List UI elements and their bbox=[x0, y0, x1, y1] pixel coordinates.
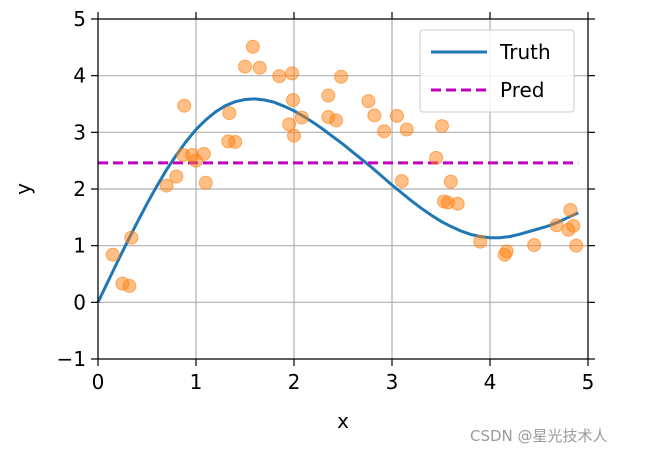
data-point bbox=[252, 60, 267, 75]
data-point bbox=[334, 69, 349, 84]
data-point bbox=[286, 93, 301, 108]
data-point bbox=[569, 238, 584, 253]
data-point bbox=[177, 98, 192, 113]
watermark: CSDN @星光技术人 bbox=[470, 427, 608, 445]
data-point bbox=[238, 59, 252, 74]
data-point bbox=[361, 94, 376, 109]
scatter-points bbox=[105, 39, 584, 293]
data-point bbox=[122, 278, 137, 293]
y-tick-label: −1 bbox=[57, 347, 86, 371]
y-tick-label: 2 bbox=[73, 177, 86, 201]
legend: Truth Pred bbox=[419, 29, 575, 113]
legend-truth-label: Truth bbox=[499, 40, 551, 64]
truth-line bbox=[96, 97, 579, 303]
y-axis-label: y bbox=[11, 183, 35, 195]
data-point bbox=[549, 218, 564, 233]
y-tick-label: 5 bbox=[73, 7, 86, 31]
data-point bbox=[566, 218, 581, 233]
data-point bbox=[159, 178, 174, 193]
data-point bbox=[377, 124, 392, 139]
data-point bbox=[287, 128, 301, 143]
legend-box bbox=[419, 29, 575, 113]
data-point bbox=[389, 108, 404, 123]
data-point bbox=[394, 174, 409, 189]
data-point bbox=[527, 238, 542, 253]
data-point bbox=[245, 39, 260, 54]
x-tick-label: 2 bbox=[288, 370, 301, 394]
data-point bbox=[499, 244, 514, 259]
data-point bbox=[563, 202, 578, 217]
data-point bbox=[367, 108, 382, 123]
x-axis-label: x bbox=[337, 409, 349, 433]
data-point bbox=[124, 230, 139, 245]
data-point bbox=[473, 234, 488, 249]
data-point bbox=[399, 122, 414, 137]
x-tick-label: 4 bbox=[484, 370, 497, 394]
data-point bbox=[443, 174, 458, 189]
data-point bbox=[434, 119, 449, 134]
y-tick-label: 4 bbox=[73, 64, 86, 88]
data-point bbox=[285, 66, 300, 81]
data-point bbox=[198, 175, 213, 190]
data-point bbox=[272, 69, 287, 84]
data-point bbox=[294, 110, 309, 125]
data-point bbox=[169, 169, 184, 184]
axis-ticks bbox=[91, 12, 595, 366]
legend-pred-label: Pred bbox=[500, 78, 545, 102]
y-tick-label: 1 bbox=[73, 234, 86, 258]
x-tick-label: 1 bbox=[190, 370, 203, 394]
data-point bbox=[196, 146, 211, 161]
y-tick-label: 3 bbox=[73, 120, 86, 144]
x-tick-label: 5 bbox=[582, 370, 595, 394]
x-tick-label: 0 bbox=[92, 370, 105, 394]
data-point bbox=[321, 88, 336, 103]
data-point bbox=[228, 134, 243, 149]
data-point bbox=[105, 247, 120, 262]
data-point bbox=[429, 150, 444, 165]
data-point bbox=[329, 113, 344, 128]
x-tick-label: 3 bbox=[386, 370, 399, 394]
truth-series bbox=[96, 97, 579, 303]
data-point bbox=[450, 196, 465, 211]
data-point bbox=[222, 106, 237, 121]
y-tick-label: 0 bbox=[73, 290, 86, 314]
